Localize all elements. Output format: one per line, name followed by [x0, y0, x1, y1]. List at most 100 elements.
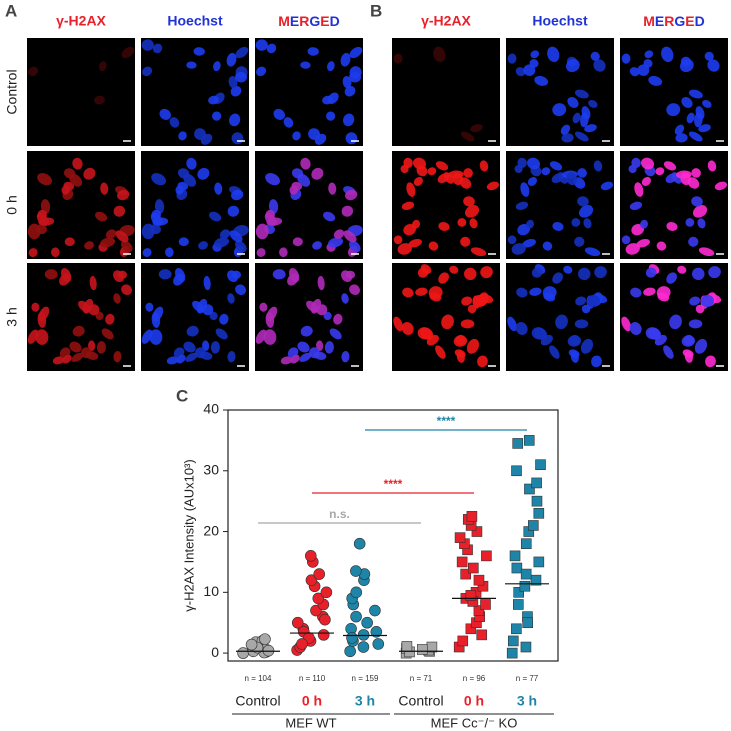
nucleus: [461, 296, 473, 306]
nucleus: [574, 131, 589, 142]
group-label: 3 h: [355, 693, 375, 709]
nucleus: [412, 219, 421, 229]
nucleus: [344, 85, 356, 97]
point: [305, 574, 318, 586]
nucleus: [549, 345, 560, 359]
n-label: n = 77: [516, 674, 539, 683]
title-letter: R: [299, 13, 309, 29]
nucleus: [86, 133, 99, 145]
title-letter: R: [664, 13, 674, 29]
nucleus: [165, 247, 174, 258]
nucleus: [704, 51, 714, 61]
nucleus: [628, 164, 637, 174]
nucleus: [688, 319, 703, 329]
micrograph: [27, 38, 135, 146]
nucleus: [697, 218, 706, 229]
nucleus: [264, 212, 277, 226]
point: [473, 605, 485, 616]
nucleus: [100, 182, 109, 195]
nucleus: [310, 298, 322, 314]
nucleus: [197, 167, 210, 180]
nucleus: [634, 182, 644, 197]
nucleus: [577, 168, 587, 178]
nucleus: [69, 341, 82, 353]
nucleus: [641, 176, 651, 186]
n-label: n = 71: [410, 674, 433, 683]
nucleus: [636, 238, 650, 248]
nucleus: [413, 176, 423, 186]
nucleus: [435, 161, 449, 171]
nucleus: [35, 329, 49, 345]
nucleus: [666, 103, 681, 117]
nucleus: [231, 270, 242, 279]
nucleus: [514, 164, 523, 174]
nucleus: [235, 46, 249, 59]
nucleus: [141, 223, 155, 240]
nucleus: [590, 51, 600, 61]
nucleus: [115, 113, 127, 127]
nucleus: [329, 328, 342, 340]
point: [476, 629, 488, 641]
point: [456, 556, 468, 568]
point: [457, 635, 469, 647]
nucleus: [460, 89, 475, 99]
nucleus: [393, 53, 403, 64]
nucleus: [64, 131, 73, 141]
nucleus: [27, 39, 40, 51]
nucleus: [433, 46, 446, 63]
group-label: Control: [398, 693, 443, 709]
nucleus: [675, 133, 688, 143]
nucleus: [698, 124, 711, 133]
nucleus: [630, 287, 642, 298]
nucleus: [36, 212, 49, 226]
nucleus: [657, 292, 670, 302]
nucleus: [349, 284, 360, 296]
nucleus: [656, 241, 667, 251]
nucleus: [541, 167, 551, 176]
nucleus: [215, 328, 228, 340]
title-letter: D: [695, 13, 705, 29]
nucleus: [141, 329, 153, 344]
nucleus: [565, 59, 580, 73]
nucleus: [345, 189, 358, 201]
title-letter: G: [674, 13, 685, 29]
micrograph: [255, 151, 363, 259]
nucleus: [692, 205, 708, 218]
nucleus: [408, 238, 422, 248]
nucleus: [663, 161, 677, 171]
group-label: 3 h: [517, 693, 537, 709]
nucleus: [522, 238, 536, 248]
point: [511, 465, 522, 477]
nucleus: [255, 329, 267, 344]
nucleus: [515, 67, 526, 77]
nucleus: [273, 108, 285, 120]
title-letter: M: [643, 13, 655, 29]
point: [527, 520, 539, 531]
point: [524, 483, 535, 495]
point: [522, 617, 533, 629]
title-letter: D: [330, 13, 340, 29]
point: [533, 556, 545, 568]
nucleus: [577, 196, 589, 207]
nucleus: [292, 237, 303, 247]
point: [471, 526, 483, 537]
nucleus: [158, 269, 172, 280]
nucleus: [438, 103, 453, 117]
nucleus: [185, 352, 198, 362]
point: [535, 459, 546, 470]
point: [509, 550, 521, 562]
nucleus: [593, 59, 606, 72]
nucleus: [470, 124, 483, 133]
nucleus: [393, 316, 403, 332]
nucleus: [213, 61, 221, 72]
nucleus: [527, 176, 537, 186]
micrograph: [620, 38, 728, 146]
significance-label: ****: [437, 414, 456, 428]
nucleus: [663, 345, 674, 359]
nucleus: [300, 157, 311, 170]
n-label: n = 96: [463, 674, 486, 683]
nucleus: [441, 314, 454, 330]
nucleus: [644, 50, 654, 59]
nucleus: [523, 64, 536, 76]
column-title: Hoechst: [167, 13, 223, 29]
